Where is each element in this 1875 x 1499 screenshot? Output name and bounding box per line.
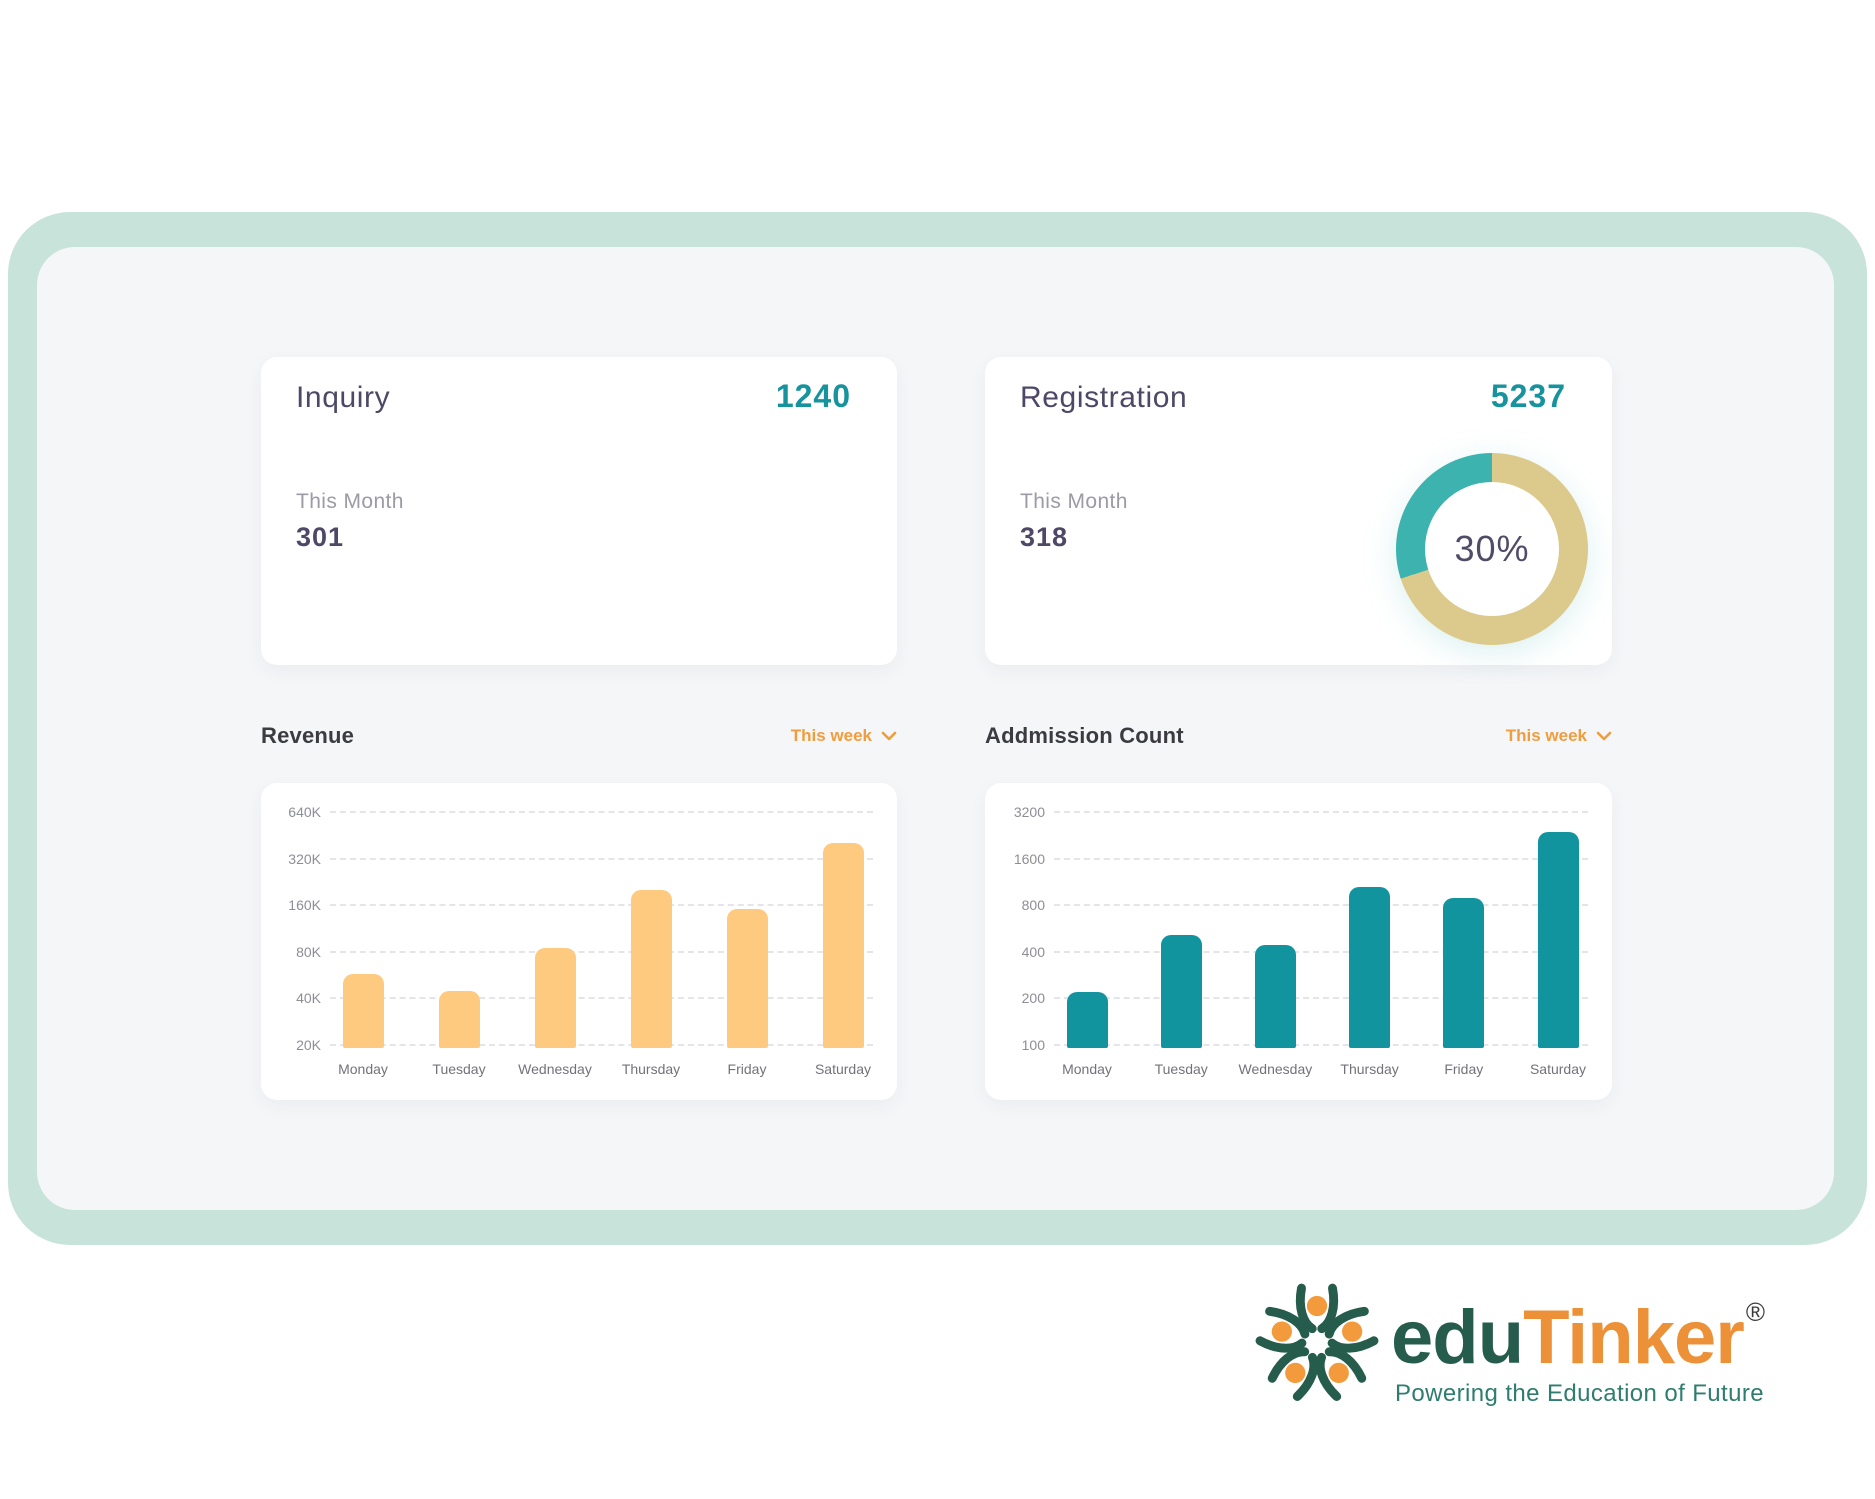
inquiry-total-value: 1240 — [775, 378, 851, 414]
bar-thursday — [1349, 886, 1391, 1048]
bar-monday — [1066, 992, 1108, 1048]
y-tick-label: 40K — [296, 990, 321, 1007]
x-axis-label: Tuesday — [1154, 1061, 1208, 1077]
y-tick-label: 1600 — [1013, 850, 1045, 867]
y-tick-label: 100 — [1021, 1037, 1045, 1053]
gridline — [1054, 904, 1588, 907]
chevron-down-icon — [881, 731, 897, 741]
x-axis-label: Thursday — [621, 1061, 681, 1077]
registration-total-value: 5237 — [1490, 378, 1566, 414]
y-tick-label: 320K — [288, 850, 321, 867]
logo-tagline: Powering the Education of Future — [1395, 1380, 1765, 1407]
revenue-section-header: Revenue This week — [261, 720, 897, 752]
gridline-row: 640K — [275, 804, 873, 820]
gridline-row: 1600 — [999, 850, 1588, 867]
y-tick-label: 3200 — [1013, 804, 1045, 820]
bar-tuesday — [438, 990, 480, 1048]
bar-thursday — [630, 889, 672, 1048]
edutinker-logo-mark-icon — [1255, 1283, 1379, 1401]
y-tick-label: 640K — [288, 804, 321, 820]
registration-donut-chart: 30% — [1396, 453, 1588, 645]
registered-trademark-symbol: ® — [1745, 1297, 1765, 1327]
x-axis-label: Saturday — [814, 1061, 872, 1077]
revenue-period-filter-label: This week — [790, 726, 872, 745]
edutinker-logo: eduTinker® Powering the Education of Fut… — [1255, 1272, 1845, 1432]
gridline-row: 200 — [999, 990, 1588, 1007]
x-axis-label: Saturday — [1529, 1061, 1587, 1077]
summary-card-inquiry: Inquiry 1240 This Month 301 — [261, 357, 897, 665]
bar-wednesday — [1254, 945, 1296, 1048]
y-tick-label: 400 — [1021, 943, 1045, 960]
gridline — [330, 904, 873, 907]
gridline — [330, 1044, 873, 1046]
gridline — [1054, 1044, 1588, 1046]
gridline-row: 100 — [999, 1037, 1588, 1053]
revenue-period-filter[interactable]: This week — [791, 726, 897, 746]
bar-friday — [1443, 898, 1485, 1048]
gridline-row: 3200 — [999, 804, 1588, 820]
admission-period-filter-label: This week — [1505, 726, 1587, 745]
admission-bar-chart: 3200 1600 800 400 200 100 Monday Tuesday Wednesd… — [985, 783, 1612, 1100]
bar-saturday — [822, 843, 864, 1048]
admission-section-title: Addmission Count — [985, 723, 1184, 748]
donut-percentage-label: 30% — [1454, 528, 1530, 569]
brand-tinker-text: Tinker — [1523, 1295, 1745, 1380]
admission-period-filter[interactable]: This week — [1506, 726, 1612, 746]
gridline-row: 40K — [275, 990, 873, 1007]
x-axis-label: Monday — [1062, 1061, 1112, 1077]
x-axis-label: Friday — [1444, 1061, 1484, 1077]
gridline-row: 320K — [275, 850, 873, 867]
y-tick-label: 200 — [1021, 990, 1045, 1007]
revenue-bar-chart: 640K 320K 160K 80K 40K 20K Monday Tuesday Wednes… — [261, 783, 897, 1100]
chevron-down-icon — [1596, 731, 1612, 741]
bar-tuesday — [1160, 934, 1202, 1048]
gridline-row: 80K — [275, 943, 873, 960]
x-axis-label: Thursday — [1340, 1061, 1399, 1077]
gridline-row: 20K — [275, 1037, 873, 1053]
x-axis-label: Monday — [338, 1061, 388, 1077]
gridline-row: 800 — [999, 897, 1588, 914]
gridline — [330, 997, 873, 1000]
edutinker-wordmark: eduTinker® — [1391, 1294, 1765, 1381]
gridline — [1054, 997, 1588, 1000]
gridline — [330, 950, 873, 953]
x-axis-label: Tuesday — [432, 1061, 486, 1077]
gridline — [1054, 857, 1588, 860]
revenue-section-title: Revenue — [261, 723, 355, 748]
bar-wednesday — [534, 948, 576, 1048]
gridline — [1054, 811, 1588, 813]
summary-card-registration: Registration 5237 This Month 318 30% — [985, 357, 1612, 665]
y-tick-label: 160K — [288, 897, 321, 914]
x-axis-label: Wednesday — [518, 1061, 592, 1077]
admission-section-header: Addmission Count This week — [985, 720, 1612, 752]
gridline-row: 400 — [999, 943, 1588, 960]
x-axis-label: Friday — [727, 1061, 767, 1077]
inquiry-period-label: This Month — [296, 490, 404, 513]
y-tick-label: 20K — [296, 1037, 321, 1053]
inquiry-title: Inquiry — [296, 381, 391, 414]
x-axis-label: Wednesday — [1238, 1061, 1313, 1077]
gridline — [330, 811, 873, 813]
bar-saturday — [1537, 831, 1579, 1048]
inquiry-period-value: 301 — [296, 522, 345, 552]
y-tick-label: 80K — [296, 943, 321, 960]
bar-friday — [726, 909, 768, 1048]
gridline-row: 160K — [275, 897, 873, 914]
y-tick-label: 800 — [1021, 897, 1045, 914]
registration-period-label: This Month — [1020, 490, 1128, 513]
registration-period-value: 318 — [1020, 522, 1069, 552]
bar-monday — [342, 974, 384, 1048]
gridline — [330, 857, 873, 860]
brand-edu-text: edu — [1391, 1295, 1524, 1380]
gridline — [1054, 950, 1588, 953]
registration-title: Registration — [1020, 381, 1188, 414]
donut-hole — [1425, 482, 1559, 616]
